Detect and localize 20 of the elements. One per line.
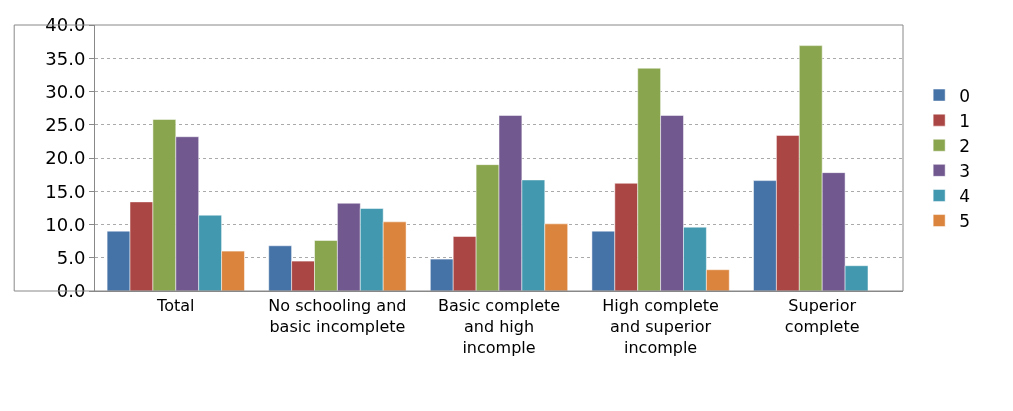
y-tick-label: 40.0 xyxy=(45,14,86,36)
y-tick-label: 30.0 xyxy=(45,80,86,102)
legend-label: 5 xyxy=(959,211,970,232)
legend-label: 0 xyxy=(959,85,970,106)
y-tick-label: 15.0 xyxy=(45,180,86,202)
legend-label: 3 xyxy=(959,160,970,181)
legend-label: 4 xyxy=(959,186,970,207)
y-tick-label: 10.0 xyxy=(45,213,86,235)
y-tick-label: 35.0 xyxy=(45,47,86,69)
x-tick-label: High complete and superior incomple xyxy=(602,296,719,357)
x-tick-label: Basic complete and high incomple xyxy=(437,296,561,357)
x-tick-label: Superior complete xyxy=(784,296,860,336)
y-tick-label: 5.0 xyxy=(56,247,86,269)
y-tick-label: 0.0 xyxy=(56,280,86,302)
legend-label: 2 xyxy=(959,135,970,156)
x-tick-label: No schooling and basic incomplete xyxy=(268,296,407,336)
legend-label: 1 xyxy=(959,110,970,131)
y-tick-label: 20.0 xyxy=(45,147,86,169)
y-tick-label: 25.0 xyxy=(45,114,86,136)
x-tick-label: Total xyxy=(156,296,195,316)
